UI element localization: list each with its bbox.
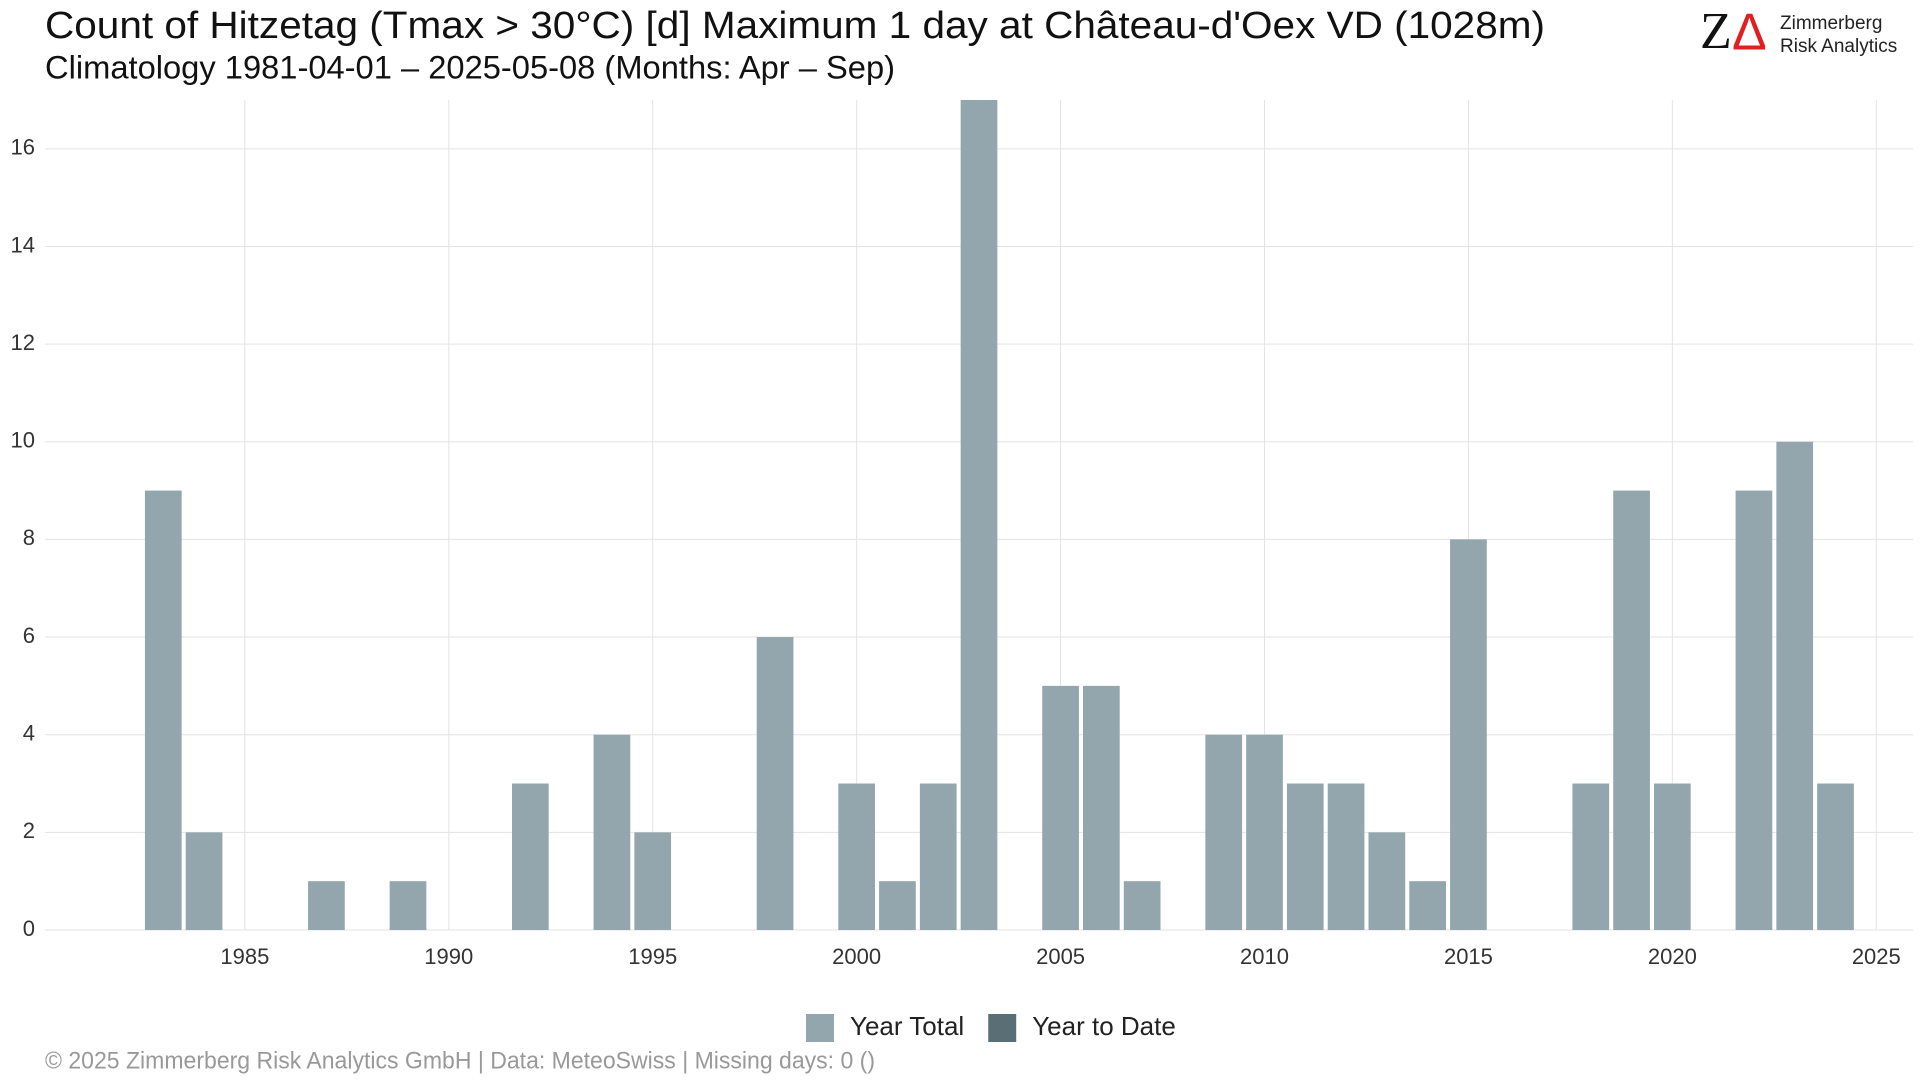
bar xyxy=(1327,783,1365,930)
y-tick-label: 0 xyxy=(23,916,35,941)
bar xyxy=(144,490,182,930)
x-tick-label: 1995 xyxy=(628,944,677,969)
bar xyxy=(919,783,957,930)
bar xyxy=(1572,783,1610,930)
x-tick-label: 2010 xyxy=(1240,944,1289,969)
bar xyxy=(1286,783,1324,930)
legend-label: Year to Date xyxy=(1032,1011,1176,1041)
bar xyxy=(512,783,549,930)
bar xyxy=(879,881,916,930)
y-tick-label: 10 xyxy=(11,428,35,453)
x-tick-label: 2020 xyxy=(1648,944,1697,969)
x-tick-label: 2005 xyxy=(1036,944,1085,969)
logo-mark: Z xyxy=(1700,3,1732,60)
footer: © 2025 Zimmerberg Risk Analytics GmbH | … xyxy=(45,1047,875,1074)
bar xyxy=(1817,783,1854,930)
x-tick-label: 2000 xyxy=(832,944,881,969)
bar xyxy=(1246,734,1283,930)
legend-label: Year Total xyxy=(850,1011,964,1041)
y-tick-label: 4 xyxy=(23,721,35,746)
chart-title: Count of Hitzetag (Tmax > 30°C) [d] Maxi… xyxy=(45,5,1545,47)
logo-mark: Δ xyxy=(1732,4,1767,62)
y-tick-label: 16 xyxy=(11,135,35,160)
bar xyxy=(1613,490,1650,930)
legend-swatch xyxy=(988,1014,1017,1042)
bar xyxy=(1450,539,1487,930)
bar xyxy=(1409,881,1446,930)
bar xyxy=(838,783,875,930)
bar xyxy=(1205,734,1243,930)
bar xyxy=(185,832,223,930)
y-tick-label: 8 xyxy=(23,525,35,550)
bar xyxy=(1123,881,1161,930)
bar xyxy=(1776,441,1814,930)
bar xyxy=(1042,685,1079,930)
bar xyxy=(1368,832,1406,930)
y-tick-label: 2 xyxy=(23,818,35,843)
bar xyxy=(1654,783,1691,930)
y-tick-label: 6 xyxy=(23,623,35,648)
logo-text: Risk Analytics xyxy=(1780,36,1897,57)
y-tick-label: 14 xyxy=(11,232,35,257)
x-tick-label: 1985 xyxy=(220,944,269,969)
x-tick-label: 2015 xyxy=(1444,944,1493,969)
legend-swatch xyxy=(806,1014,834,1042)
y-tick-label: 12 xyxy=(11,330,35,355)
x-tick-label: 1990 xyxy=(424,944,473,969)
bar xyxy=(593,734,631,930)
bar xyxy=(308,881,345,930)
bar xyxy=(960,100,998,930)
x-tick-label: 2025 xyxy=(1852,944,1901,969)
bar xyxy=(1735,490,1773,930)
bar xyxy=(634,832,672,930)
bar xyxy=(756,637,794,930)
bar xyxy=(1083,685,1120,930)
logo-text: Zimmerberg xyxy=(1780,13,1882,34)
chart-subtitle: Climatology 1981-04-01 – 2025-05-08 (Mon… xyxy=(45,49,895,85)
bar xyxy=(389,881,427,930)
